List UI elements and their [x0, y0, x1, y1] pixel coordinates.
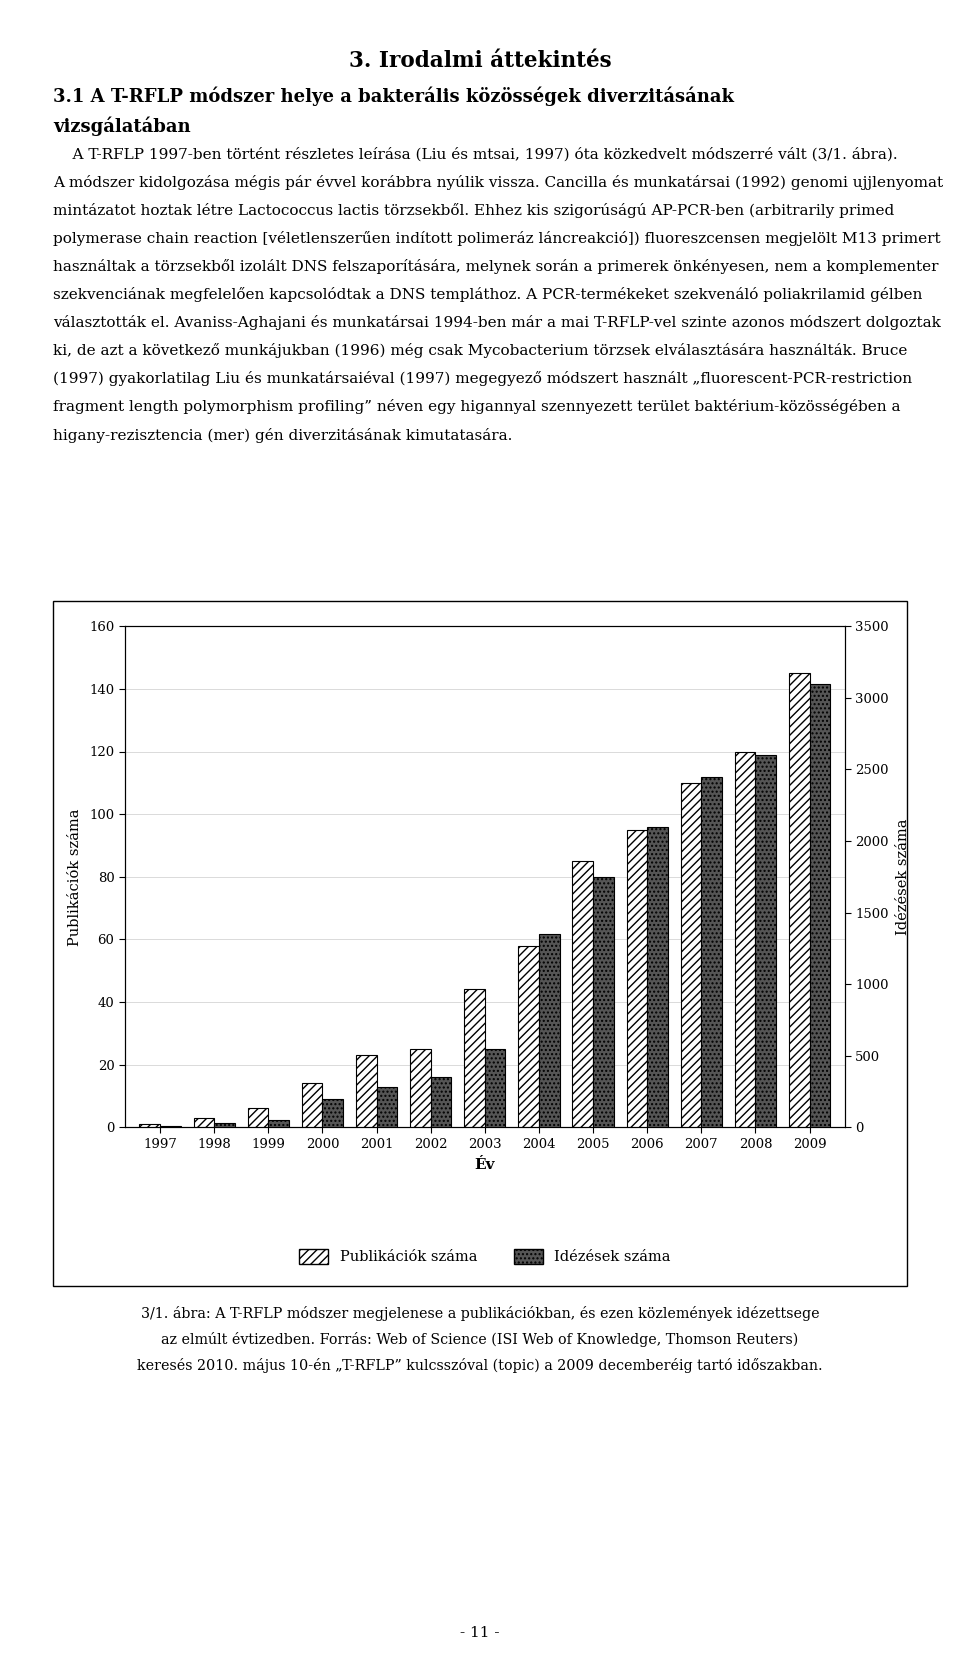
Bar [301, 1084, 323, 1127]
Bar [485, 1049, 505, 1127]
Y-axis label: Idézések száma: Idézések száma [896, 818, 910, 935]
Text: 3.1 A T-RFLP módszer helye a bakterális közösségek diverzitásának: 3.1 A T-RFLP módszer helye a bakterális … [53, 87, 733, 107]
Text: A módszer kidolgozása mégis pár évvel korábbra nyúlik vissza. Cancilla és munkat: A módszer kidolgozása mégis pár évvel ko… [53, 175, 943, 190]
Bar [356, 1055, 376, 1127]
Bar [139, 1124, 160, 1127]
Text: keresés 2010. május 10-én „T-RFLP” kulcsszóval (topic) a 2009 decemberéig tartó : keresés 2010. május 10-én „T-RFLP” kulcs… [137, 1358, 823, 1373]
Bar [539, 934, 560, 1127]
Bar [789, 673, 809, 1127]
Bar [248, 1109, 268, 1127]
Legend: Publikációk száma, Idézések száma: Publikációk száma, Idézések száma [293, 1242, 677, 1271]
Text: ki, de azt a következő munkájukban (1996) még csak Mycobacterium törzsek elválas: ki, de azt a következő munkájukban (1996… [53, 344, 907, 359]
Text: - 11 -: - 11 - [460, 1627, 500, 1640]
Bar [214, 1122, 234, 1127]
Bar [593, 877, 613, 1127]
Text: (1997) gyakorlatilag Liu és munkatársaiéval (1997) megegyező módszert használt „: (1997) gyakorlatilag Liu és munkatársaié… [53, 371, 912, 386]
Bar [681, 783, 702, 1127]
Bar [572, 862, 593, 1127]
Text: fragment length polymorphism profiling” néven egy higannyal szennyezett terület : fragment length polymorphism profiling” … [53, 399, 900, 414]
Bar [809, 683, 830, 1127]
Bar [410, 1049, 431, 1127]
Bar [268, 1121, 289, 1127]
Bar [431, 1077, 451, 1127]
Bar [323, 1099, 343, 1127]
Text: vizsgálatában: vizsgálatában [53, 117, 190, 137]
Bar [735, 752, 756, 1127]
Y-axis label: Publikációk száma: Publikációk száma [68, 808, 83, 945]
Text: 3. Irodalmi áttekintés: 3. Irodalmi áttekintés [348, 50, 612, 72]
Bar [376, 1087, 397, 1127]
Text: szekvenciának megfelelően kapcsolódtak a DNS templáthoz. A PCR-termékeket szekve: szekvenciának megfelelően kapcsolódtak a… [53, 287, 923, 302]
Bar [756, 755, 776, 1127]
Bar [627, 830, 647, 1127]
Text: az elmúlt évtizedben. Forrás: Web of Science (ISI Web of Knowledge, Thomson Reut: az elmúlt évtizedben. Forrás: Web of Sci… [161, 1333, 799, 1346]
Text: mintázatot hoztak létre Lactococcus lactis törzsekből. Ehhez kis szigorúságú AP-: mintázatot hoztak létre Lactococcus lact… [53, 204, 894, 219]
Text: higany-rezisztencia (mer) gén diverzitásának kimutatasára.: higany-rezisztencia (mer) gén diverzitás… [53, 428, 513, 443]
Text: 3/1. ábra: A T-RFLP módszer megjelenese a publikációkban, és ezen közlemények id: 3/1. ábra: A T-RFLP módszer megjelenese … [141, 1306, 819, 1321]
X-axis label: Év: Év [474, 1159, 495, 1172]
Bar [518, 945, 539, 1127]
Bar [702, 777, 722, 1127]
Text: választották el. Avaniss-Aghajani és munkatársai 1994-ben már a mai T-RFLP-vel s: választották el. Avaniss-Aghajani és mun… [53, 316, 941, 331]
Bar [465, 989, 485, 1127]
Bar [194, 1117, 214, 1127]
Bar [647, 827, 668, 1127]
Text: használtak a törzsekből izolált DNS felszaporítására, melynek során a primerek ö: használtak a törzsekből izolált DNS fels… [53, 259, 938, 274]
Text: polymerase chain reaction [véletlenszerűen indított polimeráz láncreakció]) fluo: polymerase chain reaction [véletlenszerű… [53, 230, 941, 245]
Text: A T-RFLP 1997-ben történt részletes leírása (Liu és mtsai, 1997) óta közkedvelt : A T-RFLP 1997-ben történt részletes leír… [53, 147, 898, 162]
